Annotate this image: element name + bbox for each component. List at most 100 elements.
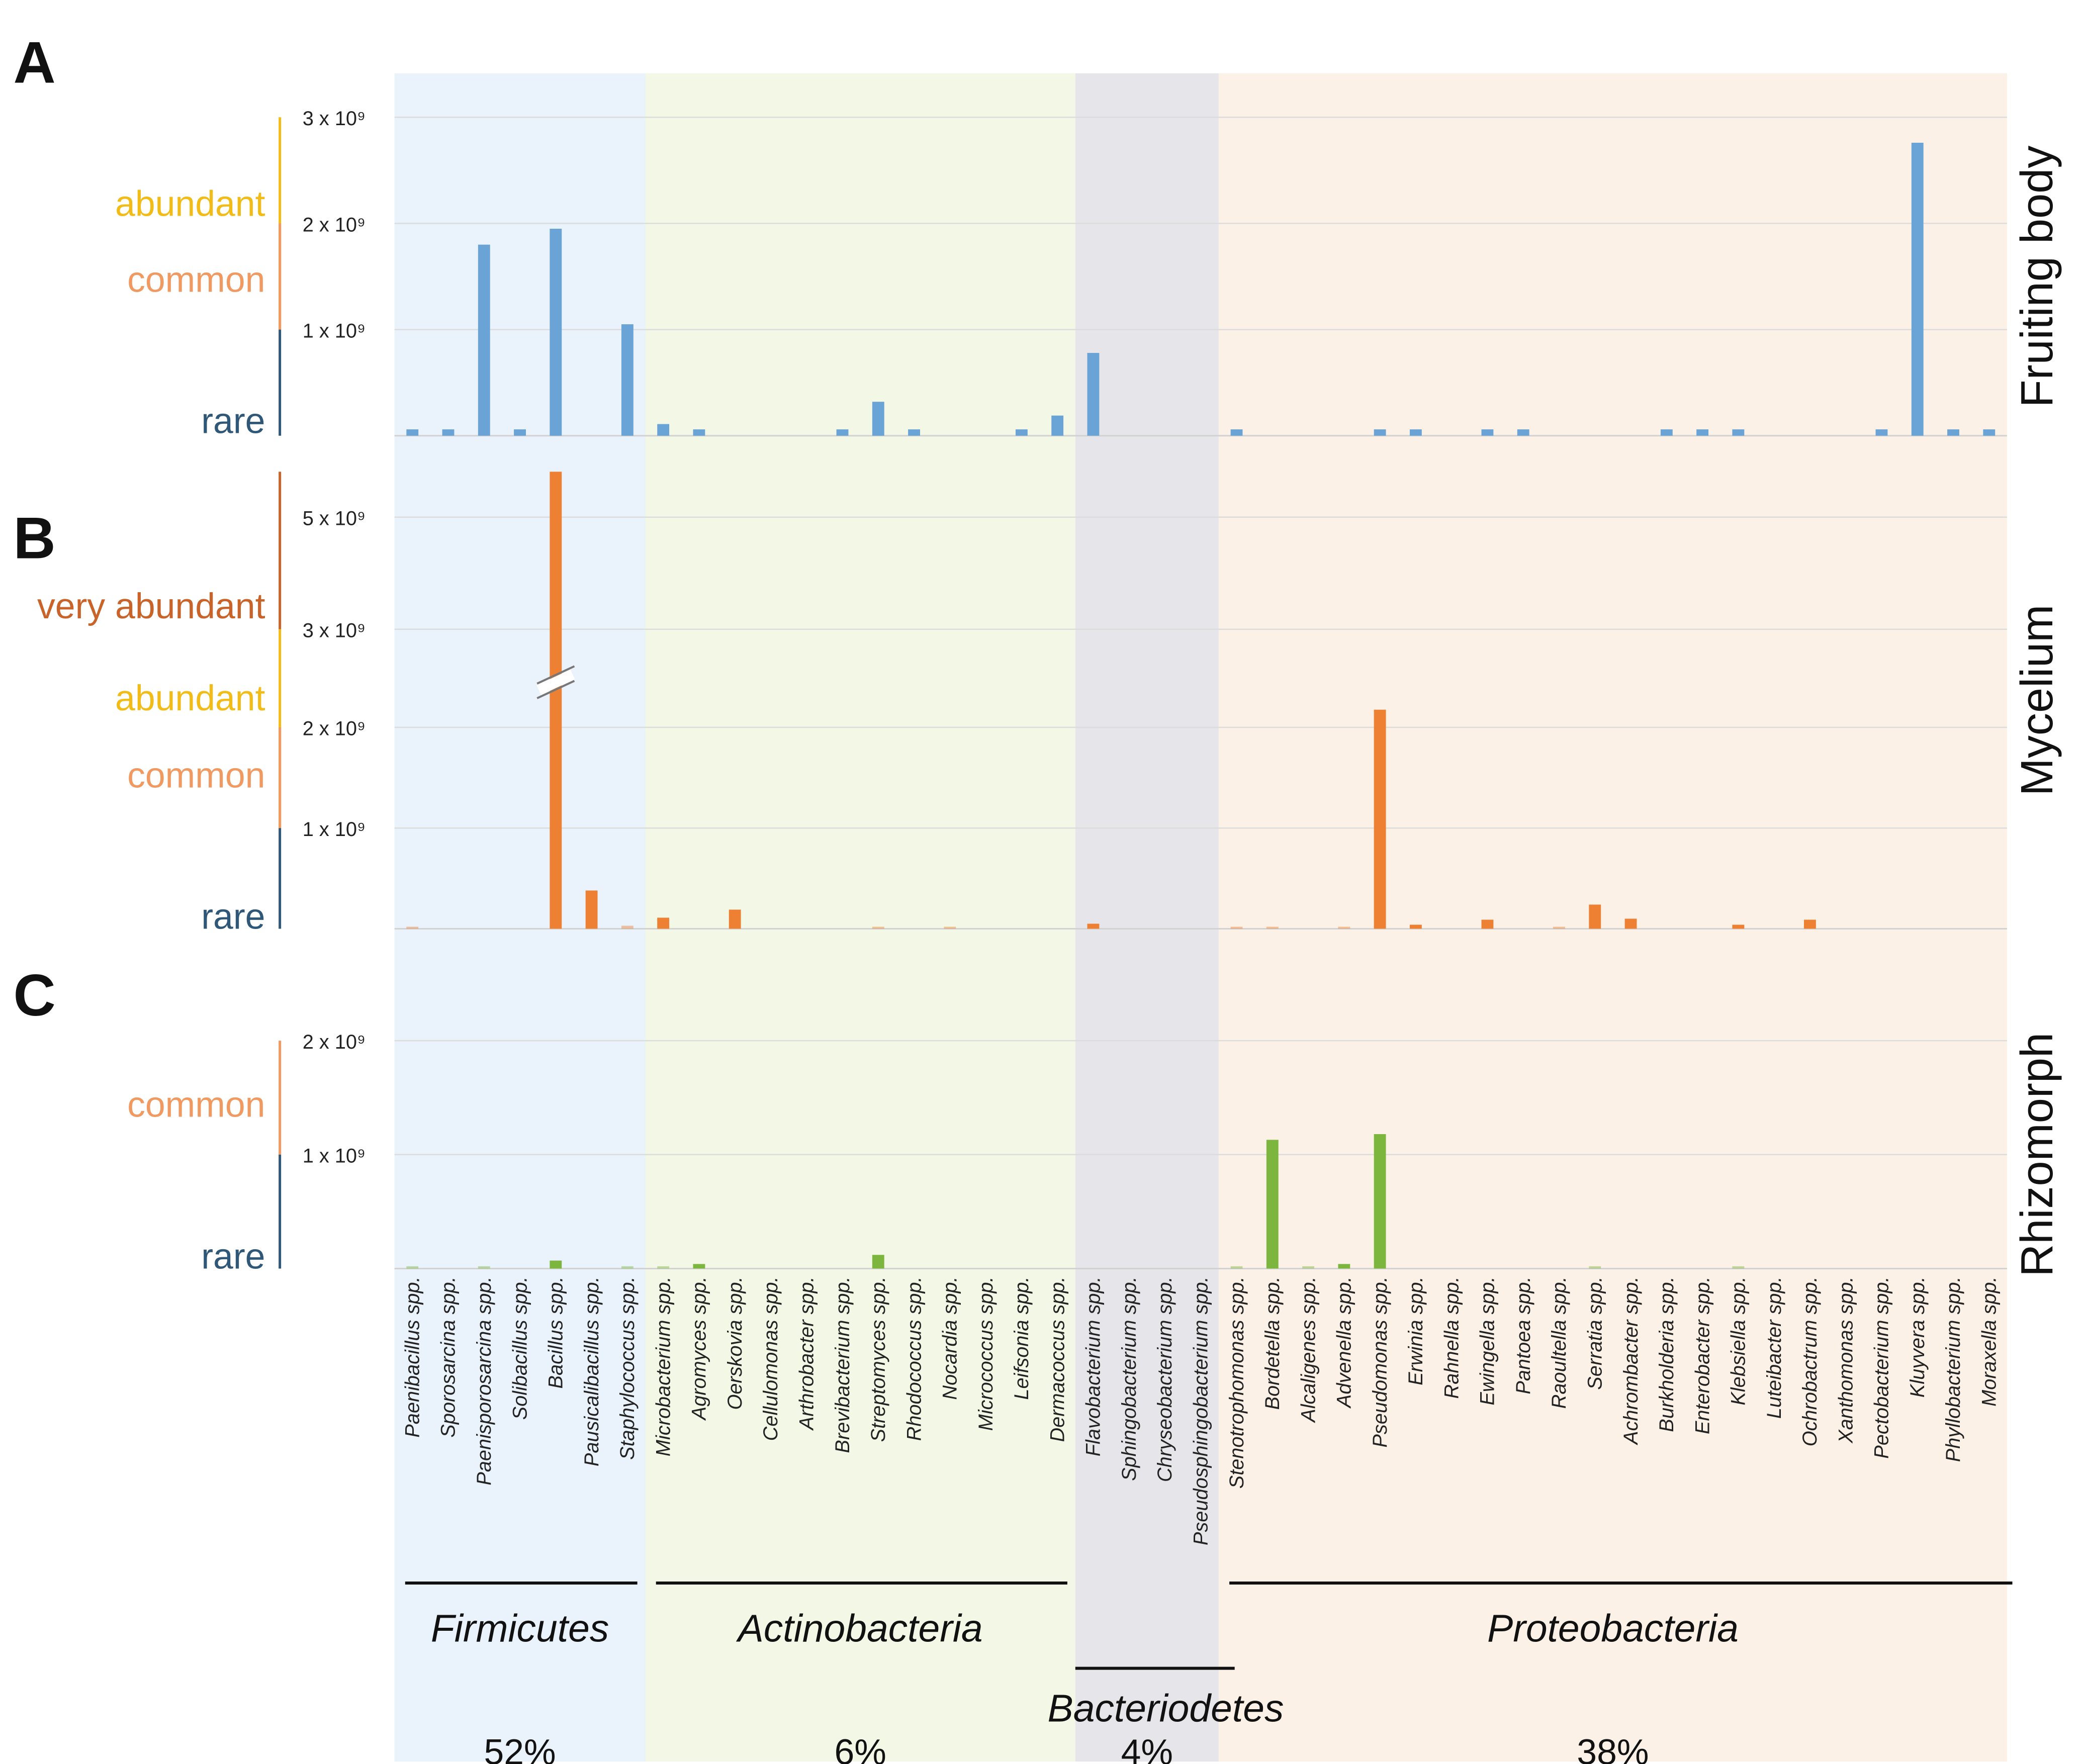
fruiting-body-bar-streptomyces-spp xyxy=(872,402,884,436)
x-tick-label-ochrobactrum-spp: Ochrobactrum spp. xyxy=(1799,1276,1821,1446)
phylum-band-firmicutes xyxy=(394,73,646,1762)
mycelium-bar-erwinia-spp xyxy=(1409,924,1422,929)
x-tick-label-nocardia-spp: Nocardia spp. xyxy=(939,1276,961,1400)
mycelium-axis-break-mark xyxy=(536,680,575,699)
x-tick-label-rahnella-spp: Rahnella spp. xyxy=(1440,1276,1463,1399)
mycelium-bar-pausicalibacillus-spp xyxy=(585,890,598,929)
phylum-name-firmicutes: Firmicutes xyxy=(431,1607,609,1650)
x-tick-label-rhodococcus-spp: Rhodococcus spp. xyxy=(903,1276,925,1441)
rhizomorph-bar-microbacterium-spp xyxy=(657,1266,670,1269)
x-tick-label-bacillus-spp: Bacillus spp. xyxy=(545,1276,567,1388)
x-tick-label-burkholderia-spp: Burkholderia spp. xyxy=(1656,1276,1678,1432)
x-tick-label-micrococcus-spp: Micrococcus spp. xyxy=(975,1276,997,1431)
fruiting-body-bar-rhodococcus-spp xyxy=(908,429,920,436)
fruiting-body-bar-burkholderia-spp xyxy=(1660,429,1673,436)
fruiting-body-bar-staphylococcus-spp xyxy=(621,324,633,436)
x-tick-label-ewingella-spp: Ewingella spp. xyxy=(1477,1276,1499,1405)
x-tick-label-leifsonia-spp: Leifsonia spp. xyxy=(1011,1276,1033,1400)
rhizomorph-bar-bordetella-spp xyxy=(1266,1140,1279,1269)
rhizomorph-bar-staphylococcus-spp xyxy=(621,1266,633,1269)
x-tick-label-phyllobacterium-spp: Phyllobacterium spp. xyxy=(1942,1276,1964,1462)
panel-title-mycelium: Mycelium xyxy=(2012,605,2062,796)
x-tick-label-pausicalibacillus-spp: Pausicalibacillus spp. xyxy=(581,1276,603,1466)
mycelium-bar-bacillus-spp xyxy=(550,472,562,929)
fruiting-body-bar-pseudomonas-spp xyxy=(1374,429,1386,436)
fruiting-body-bar-erwinia-spp xyxy=(1409,429,1422,436)
x-tick-label-paenisporosarcina-spp: Paenisporosarcina spp. xyxy=(473,1276,495,1485)
x-tick-label-pseudomonas-spp: Pseudomonas spp. xyxy=(1369,1276,1391,1447)
mycelium-bar-ochrobactrum-spp xyxy=(1803,919,1816,929)
x-tick-label-brevibacterium-spp: Brevibacterium spp. xyxy=(832,1276,854,1453)
fruiting-body-bar-moraxella-spp xyxy=(1983,429,1996,436)
rhizomorph-bar-klebsiella-spp xyxy=(1732,1266,1745,1269)
fruiting-body-y-tick-label: 3 x 10⁹ xyxy=(303,108,366,130)
x-tick-label-pantoea-spp: Pantoea spp. xyxy=(1512,1276,1534,1394)
fruiting-body-bar-leifsonia-spp xyxy=(1015,429,1028,436)
mycelium-bar-klebsiella-spp xyxy=(1732,924,1745,929)
fruiting-body-bar-flavobacterium-spp xyxy=(1087,353,1100,436)
fruiting-body-bar-kluyvera-spp xyxy=(1911,142,1924,436)
mycelium-bar-bordetella-spp xyxy=(1266,926,1279,929)
x-tick-label-erwinia-spp: Erwinia spp. xyxy=(1405,1276,1427,1385)
fruiting-body-bar-klebsiella-spp xyxy=(1732,429,1745,436)
rhizomorph-bar-agromyces-spp xyxy=(693,1264,705,1269)
x-tick-label-pectobacterium-spp: Pectobacterium spp. xyxy=(1871,1276,1893,1458)
mycelium-bar-staphylococcus-spp xyxy=(621,925,633,929)
x-tick-label-cellulomonas-spp: Cellulomonas spp. xyxy=(760,1276,782,1441)
x-tick-label-paenibacillus-spp: Paenibacillus spp. xyxy=(401,1276,423,1437)
x-tick-label-streptomyces-spp: Streptomyces spp. xyxy=(867,1276,889,1442)
x-tick-label-moraxella-spp: Moraxella spp. xyxy=(1978,1276,2001,1407)
x-tick-label-agromyces-spp: Agromyces spp. xyxy=(688,1276,710,1421)
panel-letter-c: C xyxy=(14,962,56,1028)
x-tick-label-dermacoccus-spp: Dermacoccus spp. xyxy=(1046,1276,1068,1442)
x-tick-label-solibacillus-spp: Solibacillus spp. xyxy=(509,1276,531,1420)
mycelium-bar-stenotrophomonas-spp xyxy=(1230,926,1243,929)
mycelium-y-tick-label: 5 x 10⁹ xyxy=(303,508,366,530)
fruiting-body-abundance-label-abundant: abundant xyxy=(115,183,265,224)
fruiting-body-bar-stenotrophomonas-spp xyxy=(1230,429,1243,436)
fruiting-body-bar-dermacoccus-spp xyxy=(1051,415,1064,436)
fruiting-body-bar-phyllobacterium-spp xyxy=(1947,429,1959,436)
panel-letter-a: A xyxy=(14,29,56,95)
mycelium-y-tick-label: 3 x 10⁹ xyxy=(303,620,366,642)
rhizomorph-y-tick-label: 1 x 10⁹ xyxy=(303,1145,366,1167)
mycelium-bar-serratia-spp xyxy=(1589,904,1601,929)
x-tick-label-microbacterium-spp: Microbacterium spp. xyxy=(652,1276,674,1456)
mycelium-bar-paenibacillus-spp xyxy=(406,926,419,929)
x-tick-label-staphylococcus-spp: Staphylococcus spp. xyxy=(616,1276,639,1460)
fruiting-body-bar-microbacterium-spp xyxy=(657,424,670,436)
x-tick-label-xanthomonas-spp: Xanthomonas spp. xyxy=(1835,1276,1857,1443)
fruiting-body-bar-solibacillus-spp xyxy=(514,429,526,436)
x-tick-label-klebsiella-spp: Klebsiella spp. xyxy=(1728,1276,1750,1405)
mycelium-abundance-label-rare: rare xyxy=(201,897,265,937)
phylum-name-bacteriodetes: Bacteriodetes xyxy=(1047,1687,1284,1730)
mycelium-bar-nocardia-spp xyxy=(944,926,956,929)
rhizomorph-bar-pseudomonas-spp xyxy=(1374,1134,1386,1269)
x-tick-label-stenotrophomonas-spp: Stenotrophomonas spp. xyxy=(1226,1276,1248,1489)
fruiting-body-bar-ewingella-spp xyxy=(1481,429,1494,436)
phylum-name-proteobacteria: Proteobacteria xyxy=(1487,1607,1739,1650)
fruiting-body-bar-brevibacterium-spp xyxy=(836,429,849,436)
x-tick-label-sporosarcina-spp: Sporosarcina spp. xyxy=(437,1276,460,1437)
phylum-percent-actinobacteria: 6% xyxy=(834,1732,886,1764)
phylum-percent-proteobacteria: 38% xyxy=(1577,1732,1649,1764)
panel-title-fruiting-body: Fruiting body xyxy=(2012,146,2062,408)
rhizomorph-bar-paenibacillus-spp xyxy=(406,1266,419,1269)
fruiting-body-bar-agromyces-spp xyxy=(693,429,705,436)
mycelium-bar-achrombacter-spp xyxy=(1624,918,1637,929)
fruiting-body-bar-paenibacillus-spp xyxy=(406,429,419,436)
rhizomorph-abundance-label-common: common xyxy=(127,1084,265,1125)
mycelium-bar-streptomyces-spp xyxy=(872,926,884,929)
x-tick-label-luteibacter-spp: Luteibacter spp. xyxy=(1763,1276,1785,1419)
mycelium-axis-break-gap xyxy=(536,669,575,695)
x-tick-label-raoultella-spp: Raoultella spp. xyxy=(1548,1276,1570,1409)
mycelium-y-tick-label: 1 x 10⁹ xyxy=(303,818,366,841)
mycelium-abundance-label-common: common xyxy=(127,756,265,796)
mycelium-bar-raoultella-spp xyxy=(1553,926,1565,929)
mycelium-bar-ewingella-spp xyxy=(1481,919,1494,929)
mycelium-abundance-label-abundant: abundant xyxy=(115,678,265,718)
rhizomorph-abundance-label-rare: rare xyxy=(201,1236,265,1276)
fruiting-body-y-tick-label: 1 x 10⁹ xyxy=(303,320,366,342)
